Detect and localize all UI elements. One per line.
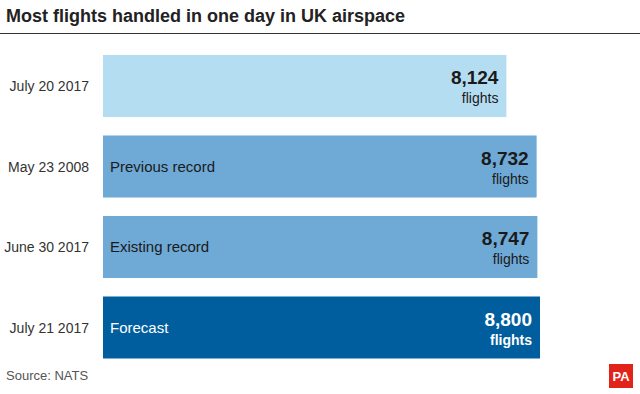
svg-text:July 20 2017: July 20 2017: [10, 78, 90, 94]
svg-text:flights: flights: [492, 171, 529, 187]
svg-text:July 21 2017: July 21 2017: [10, 320, 90, 336]
svg-text:flights: flights: [490, 332, 532, 348]
svg-text:flights: flights: [462, 90, 499, 106]
svg-text:8,800: 8,800: [484, 309, 532, 330]
svg-text:8,747: 8,747: [482, 228, 530, 249]
svg-text:June 30 2017: June 30 2017: [8, 239, 89, 255]
svg-text:May 23 2008: May 23 2008: [8, 159, 89, 175]
svg-text:Forecast: Forecast: [110, 319, 169, 336]
svg-text:8,732: 8,732: [481, 148, 529, 169]
svg-text:Existing record: Existing record: [110, 238, 209, 255]
svg-text:flights: flights: [493, 251, 530, 267]
svg-text:8,124: 8,124: [451, 67, 499, 88]
html-text:Most flights handled in one da: Most flights handled in one day in UK ai…: [6, 6, 406, 26]
html-text:PA: PA: [612, 368, 630, 384]
svg-text:Previous record: Previous record: [110, 158, 215, 175]
html-text:Source: NATS: Source: NATS: [6, 368, 89, 383]
